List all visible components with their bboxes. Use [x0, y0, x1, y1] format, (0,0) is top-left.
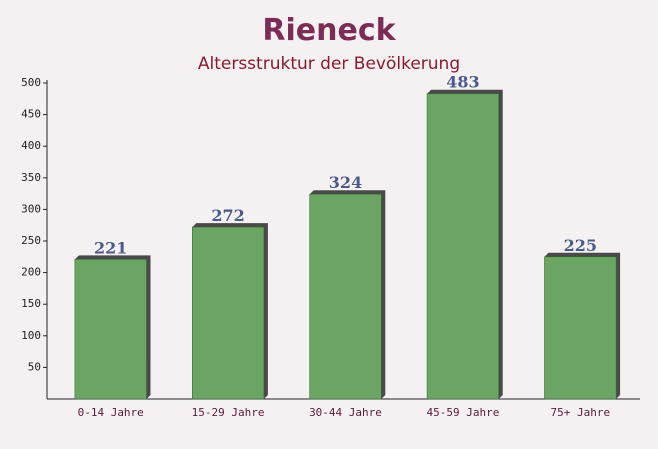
- bar: [544, 256, 617, 400]
- value-label: 221: [94, 238, 127, 257]
- value-label: 225: [564, 236, 597, 255]
- y-tick-label: 200: [21, 266, 41, 279]
- bar: [426, 93, 500, 400]
- y-tick-label: 50: [28, 360, 41, 373]
- x-tick-label: 45-59 Jahre: [426, 406, 499, 419]
- value-label: 483: [446, 73, 479, 92]
- bar: [191, 226, 265, 400]
- x-tick-label: 15-29 Jahre: [192, 406, 265, 419]
- y-tick-label: 100: [21, 329, 41, 342]
- bar: [309, 193, 382, 400]
- chart-subtitle: Altersstruktur der Bevölkerung: [198, 54, 460, 74]
- y-tick-label: 350: [21, 171, 41, 184]
- value-label: 324: [329, 173, 362, 192]
- x-tick-label: 0-14 Jahre: [78, 406, 144, 419]
- bar: [74, 259, 147, 400]
- y-tick-label: 300: [21, 202, 41, 215]
- y-tick-label: 450: [21, 108, 41, 121]
- value-label: 272: [211, 206, 244, 225]
- y-tick-label: 400: [21, 139, 41, 152]
- y-tick-label: 150: [21, 297, 41, 310]
- y-tick-label: 250: [21, 234, 41, 247]
- x-tick-label: 30-44 Jahre: [309, 406, 382, 419]
- chart-title: Rieneck: [262, 13, 396, 48]
- y-tick-label: 500: [21, 76, 41, 89]
- x-tick-label: 75+ Jahre: [550, 406, 610, 419]
